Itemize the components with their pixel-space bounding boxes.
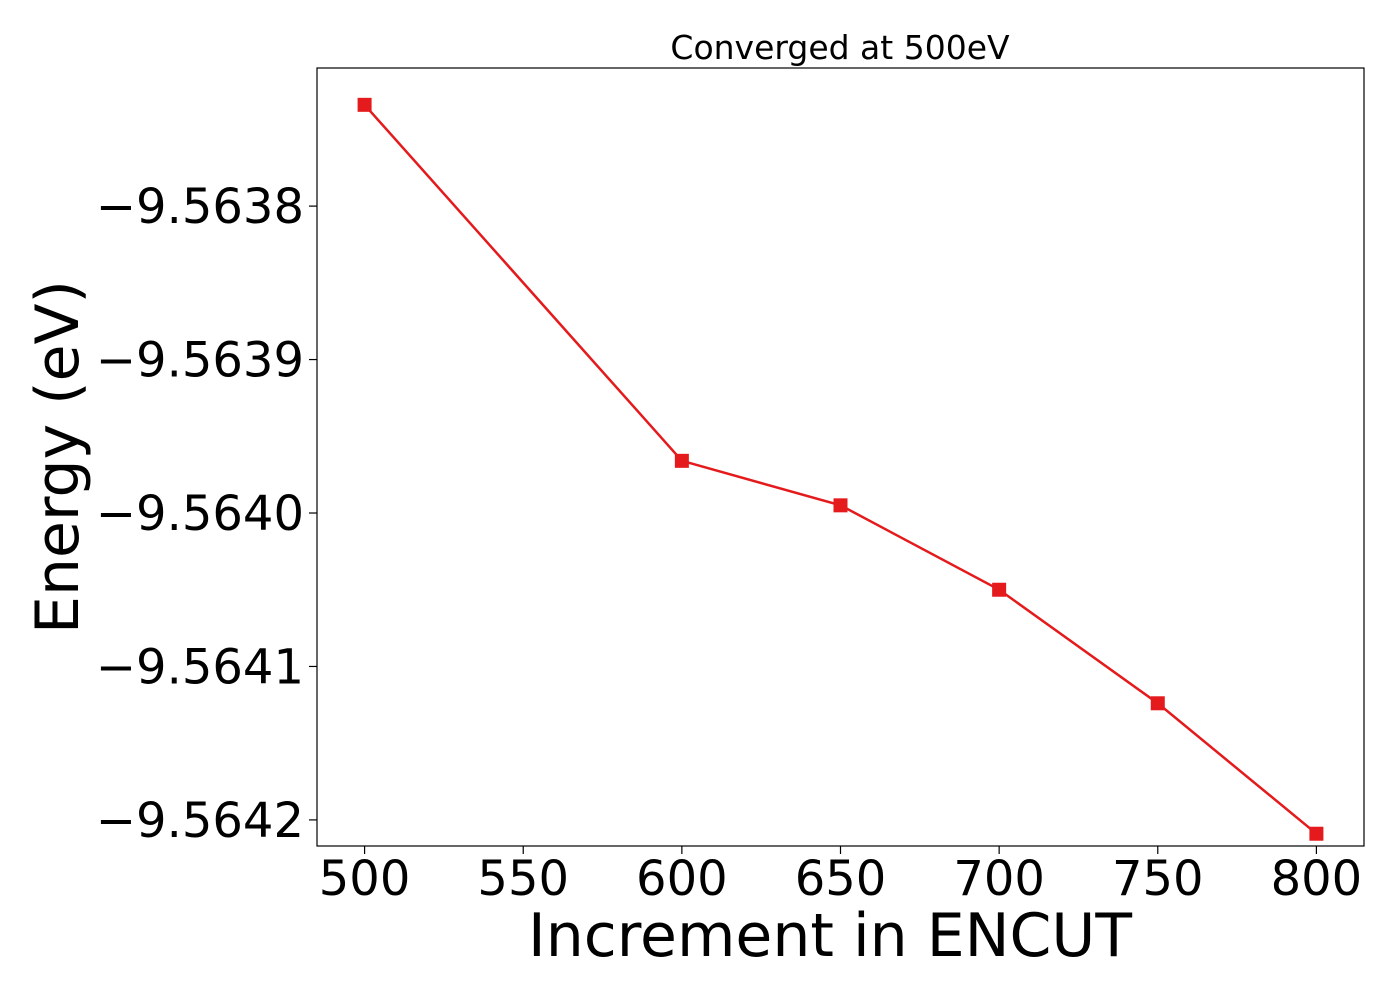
y-axis-ticks: −9.5638 −9.5639 −9.5640 −9.5641 −9.5642 — [96, 179, 317, 849]
x-tick-label: 750 — [1112, 851, 1204, 907]
y-tick-label: −9.5640 — [96, 486, 304, 542]
x-tick-label: 650 — [795, 851, 887, 907]
series-line — [363, 103, 1318, 835]
x-tick-label: 500 — [319, 851, 411, 907]
series-layer — [357, 97, 1324, 841]
data-point-marker — [992, 582, 1007, 597]
data-point-marker — [357, 97, 372, 112]
x-tick-label: 800 — [1271, 851, 1363, 907]
y-tick-label: −9.5641 — [96, 639, 304, 695]
x-axis-ticks: 500 550 600 650 700 750 800 — [319, 846, 1362, 907]
y-axis-label: Energy (eV) — [23, 280, 93, 634]
data-point-marker — [833, 498, 848, 513]
x-tick-label: 700 — [953, 851, 1045, 907]
chart-title: Converged at 500eV — [670, 28, 1010, 67]
y-tick-label: −9.5638 — [96, 179, 304, 235]
data-point-marker — [1150, 696, 1165, 711]
data-point-marker — [674, 453, 689, 468]
x-tick-label: 550 — [477, 851, 569, 907]
x-tick-label: 600 — [636, 851, 728, 907]
data-point-marker — [1309, 826, 1324, 841]
y-tick-label: −9.5639 — [96, 333, 304, 389]
y-tick-label: −9.5642 — [96, 793, 304, 849]
x-axis-label: Increment in ENCUT — [528, 901, 1132, 971]
plot-frame — [316, 67, 1365, 847]
